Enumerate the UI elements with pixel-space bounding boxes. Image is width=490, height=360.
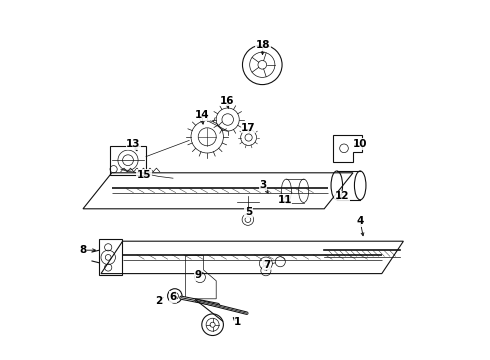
- Text: 10: 10: [353, 139, 368, 149]
- Text: 11: 11: [277, 195, 292, 205]
- Text: 1: 1: [234, 317, 242, 327]
- Text: 15: 15: [137, 170, 151, 180]
- Text: 12: 12: [335, 191, 349, 201]
- Text: 7: 7: [263, 260, 270, 270]
- Text: 8: 8: [79, 245, 87, 255]
- Text: 14: 14: [195, 110, 209, 120]
- Text: 9: 9: [195, 270, 202, 280]
- Text: 18: 18: [256, 40, 270, 50]
- Text: 6: 6: [170, 292, 176, 302]
- Text: 13: 13: [126, 139, 141, 149]
- Text: 2: 2: [155, 296, 162, 306]
- Text: 5: 5: [245, 207, 252, 217]
- Text: 16: 16: [220, 96, 234, 106]
- Text: 4: 4: [357, 216, 364, 226]
- Text: 3: 3: [259, 180, 267, 190]
- Text: 17: 17: [241, 123, 256, 133]
